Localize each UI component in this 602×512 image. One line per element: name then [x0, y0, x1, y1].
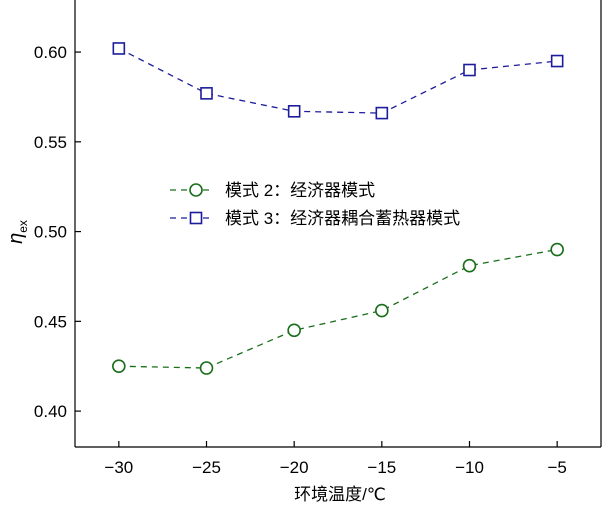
- square-marker-icon: [189, 211, 203, 225]
- x-tick-label: −30: [104, 458, 133, 477]
- x-tick-label: −10: [455, 458, 484, 477]
- data-point: [550, 242, 564, 257]
- y-axis-label: ηex: [5, 220, 30, 244]
- y-tick-label: 0.40: [34, 402, 67, 421]
- data-point: [112, 42, 126, 55]
- data-point: [463, 63, 476, 77]
- svg-text:ηex: ηex: [5, 220, 30, 244]
- x-axis-label: 环境温度/℃: [294, 485, 386, 504]
- data-point: [550, 54, 564, 68]
- x-tick-label: −20: [280, 458, 309, 477]
- y-axis-label-main: η: [5, 233, 27, 244]
- ticks-layer: −30 −25 −20 −15 −10 −5 0.40 0.45 0.50 0.55 0.60: [34, 43, 567, 477]
- series-layer: [112, 42, 564, 375]
- data-point: [200, 87, 213, 100]
- x-tick-label: −15: [367, 458, 396, 477]
- legend-label: 模式 3：经济器耦合蓄热器模式: [225, 209, 460, 228]
- series-2: [112, 42, 564, 120]
- data-point: [375, 106, 389, 120]
- series-1: [112, 242, 564, 375]
- data-point: [199, 361, 214, 375]
- series-line: [118, 248, 558, 369]
- legend-item: 模式 3：经济器耦合蓄热器模式: [170, 209, 460, 228]
- circle-marker-icon: [189, 183, 203, 197]
- y-tick-label: 0.50: [34, 223, 67, 242]
- y-tick-label: 0.45: [34, 312, 67, 331]
- data-point: [287, 105, 301, 118]
- axes-layer: [74, 0, 602, 448]
- x-tick-label: −5: [547, 458, 566, 477]
- y-tick-label: 0.55: [34, 133, 67, 152]
- data-point: [462, 258, 477, 273]
- data-point: [287, 323, 301, 338]
- x-tick-label: −25: [192, 458, 221, 477]
- data-point: [112, 359, 126, 374]
- y-tick-label: 0.60: [34, 43, 67, 62]
- y-axis-label-sub: ex: [16, 220, 30, 233]
- series-line: [118, 47, 558, 114]
- legend-label: 模式 2：经济器模式: [225, 181, 375, 200]
- legend-item: 模式 2：经济器模式: [170, 181, 375, 200]
- data-point: [375, 303, 389, 318]
